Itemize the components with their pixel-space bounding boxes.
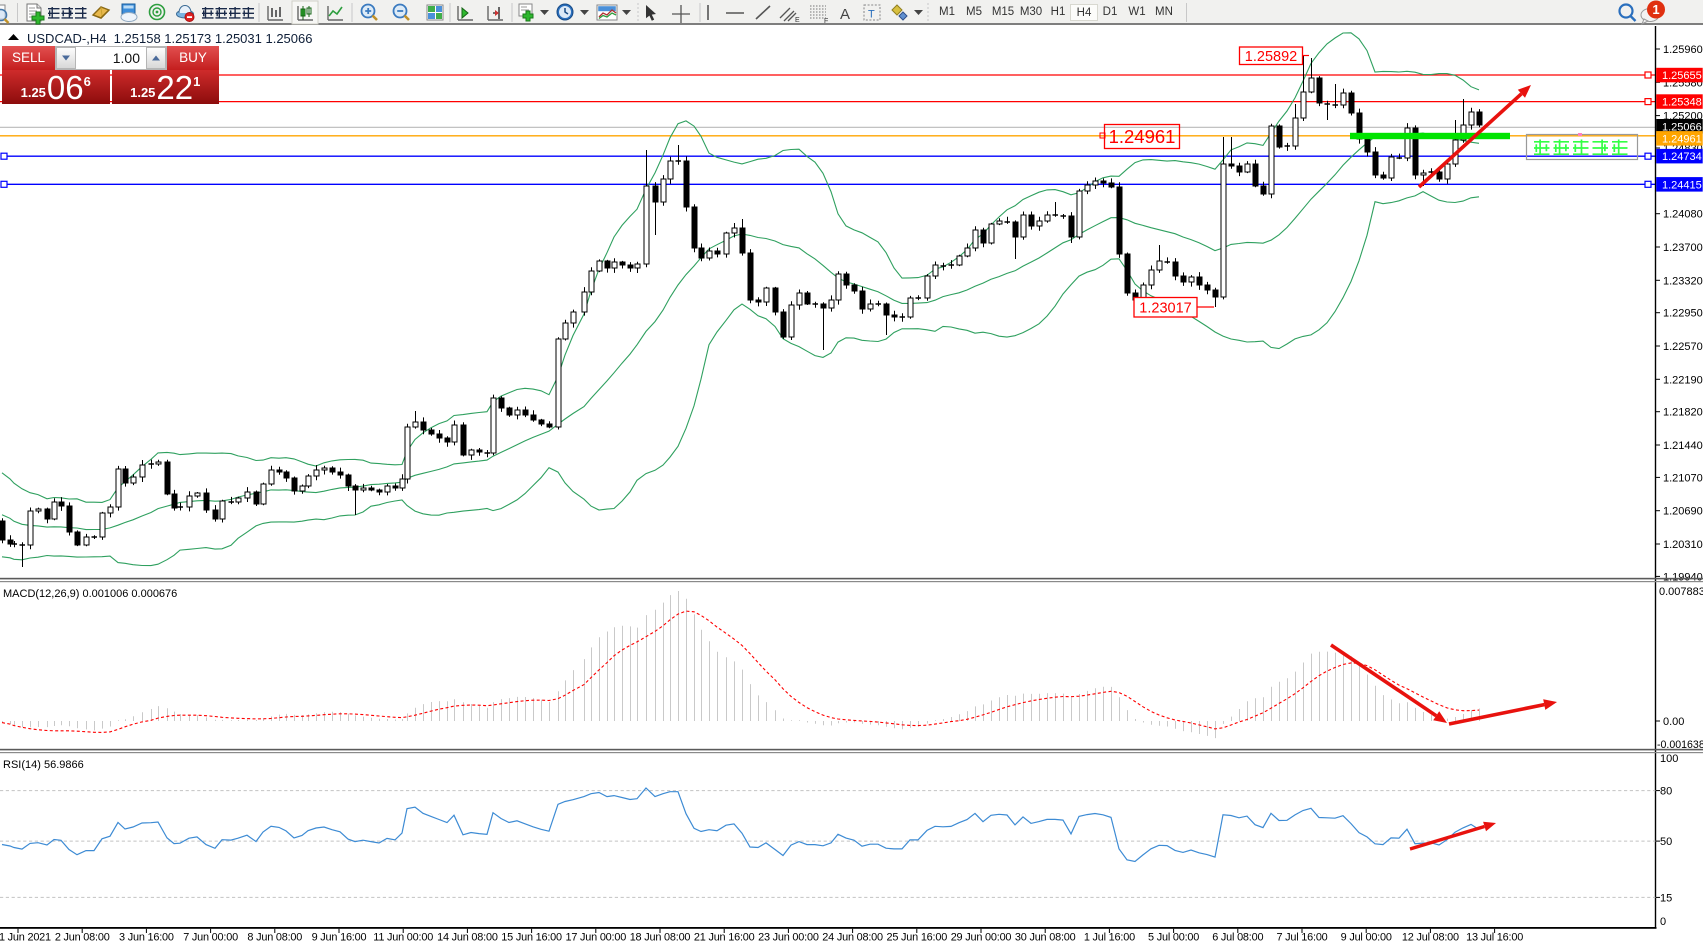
svg-text:1.22570: 1.22570 (1663, 341, 1703, 353)
svg-text:13 Jul 16:00: 13 Jul 16:00 (1466, 932, 1523, 944)
svg-text:1 Jul 16:00: 1 Jul 16:00 (1084, 932, 1135, 944)
svg-text:23 Jun 00:00: 23 Jun 00:00 (758, 932, 819, 944)
svg-text:1.25348: 1.25348 (1662, 97, 1702, 109)
svg-text:12 Jul 08:00: 12 Jul 08:00 (1402, 932, 1459, 944)
svg-text:11 Jun 00:00: 11 Jun 00:00 (373, 932, 433, 944)
svg-text:1.24415: 1.24415 (1662, 179, 1702, 191)
svg-text:21 Jun 16:00: 21 Jun 16:00 (694, 932, 755, 944)
svg-text:USDCAD-,H4 1.25158 1.25173 1.: USDCAD-,H4 1.25158 1.25173 1.25031 1.250… (27, 31, 312, 46)
svg-text:1.19940: 1.19940 (1663, 571, 1703, 583)
svg-text:RSI(14) 56.9866: RSI(14) 56.9866 (3, 759, 84, 771)
svg-text:100: 100 (1660, 753, 1678, 765)
svg-text:1: 1 (1652, 2, 1659, 17)
svg-text:1 Jun 2021: 1 Jun 2021 (0, 932, 51, 944)
svg-text:1.24080: 1.24080 (1663, 209, 1703, 221)
svg-text:15: 15 (1660, 892, 1672, 904)
svg-text:1.22950: 1.22950 (1663, 308, 1703, 320)
svg-text:8 Jun 08:00: 8 Jun 08:00 (247, 932, 302, 944)
svg-text:1.23017: 1.23017 (1139, 300, 1191, 316)
svg-text:0.00: 0.00 (1663, 716, 1684, 728)
svg-text:1.21820: 1.21820 (1663, 407, 1703, 419)
svg-text:1.24734: 1.24734 (1662, 151, 1702, 163)
svg-text:-0.001638: -0.001638 (1657, 739, 1703, 751)
svg-text:1.24961: 1.24961 (1662, 133, 1702, 145)
svg-text:15 Jun 16:00: 15 Jun 16:00 (501, 932, 562, 944)
svg-text:1.21440: 1.21440 (1663, 440, 1703, 452)
svg-text:25 Jun 16:00: 25 Jun 16:00 (887, 932, 948, 944)
svg-text:9 Jul 00:00: 9 Jul 00:00 (1341, 932, 1392, 944)
svg-text:1.25066: 1.25066 (1662, 121, 1702, 133)
svg-text:E: E (795, 17, 800, 24)
svg-text:0.007883: 0.007883 (1659, 586, 1703, 598)
svg-text:1.22190: 1.22190 (1663, 374, 1703, 386)
svg-text:1.25655: 1.25655 (1662, 70, 1702, 82)
svg-text:1.25892: 1.25892 (1245, 49, 1297, 65)
svg-text:50: 50 (1660, 836, 1672, 848)
svg-text:5 Jul 00:00: 5 Jul 00:00 (1148, 932, 1199, 944)
svg-text:17 Jun 00:00: 17 Jun 00:00 (566, 932, 627, 944)
svg-text:1.21070: 1.21070 (1663, 472, 1703, 484)
svg-text:1.24961: 1.24961 (1109, 126, 1176, 147)
svg-text:7 Jul 16:00: 7 Jul 16:00 (1276, 932, 1327, 944)
svg-text:0: 0 (1660, 916, 1666, 928)
svg-text:1.20690: 1.20690 (1663, 506, 1703, 518)
svg-text:3 Jun 16:00: 3 Jun 16:00 (119, 932, 174, 944)
svg-text:7 Jun 00:00: 7 Jun 00:00 (183, 932, 238, 944)
svg-text:1.23700: 1.23700 (1663, 242, 1703, 254)
svg-text:6 Jul 08:00: 6 Jul 08:00 (1212, 932, 1263, 944)
svg-text:1.20310: 1.20310 (1663, 539, 1703, 551)
svg-text:18 Jun 08:00: 18 Jun 08:00 (630, 932, 691, 944)
svg-text:30 Jun 08:00: 30 Jun 08:00 (1015, 932, 1076, 944)
svg-text:80: 80 (1660, 786, 1672, 798)
svg-text:MACD(12,26,9) 0.001006 0.00067: MACD(12,26,9) 0.001006 0.000676 (3, 588, 177, 600)
svg-text:29 Jun 00:00: 29 Jun 00:00 (951, 932, 1012, 944)
svg-text:24 Jun 08:00: 24 Jun 08:00 (822, 932, 883, 944)
svg-text:9 Jun 16:00: 9 Jun 16:00 (312, 932, 367, 944)
svg-text:2 Jun 08:00: 2 Jun 08:00 (55, 932, 110, 944)
svg-text:1.23320: 1.23320 (1663, 275, 1703, 287)
svg-text:F: F (824, 18, 828, 25)
svg-text:14 Jun 08:00: 14 Jun 08:00 (437, 932, 498, 944)
svg-text:1.25960: 1.25960 (1663, 44, 1703, 56)
svg-text:A: A (840, 6, 850, 23)
svg-text:T: T (868, 9, 875, 21)
